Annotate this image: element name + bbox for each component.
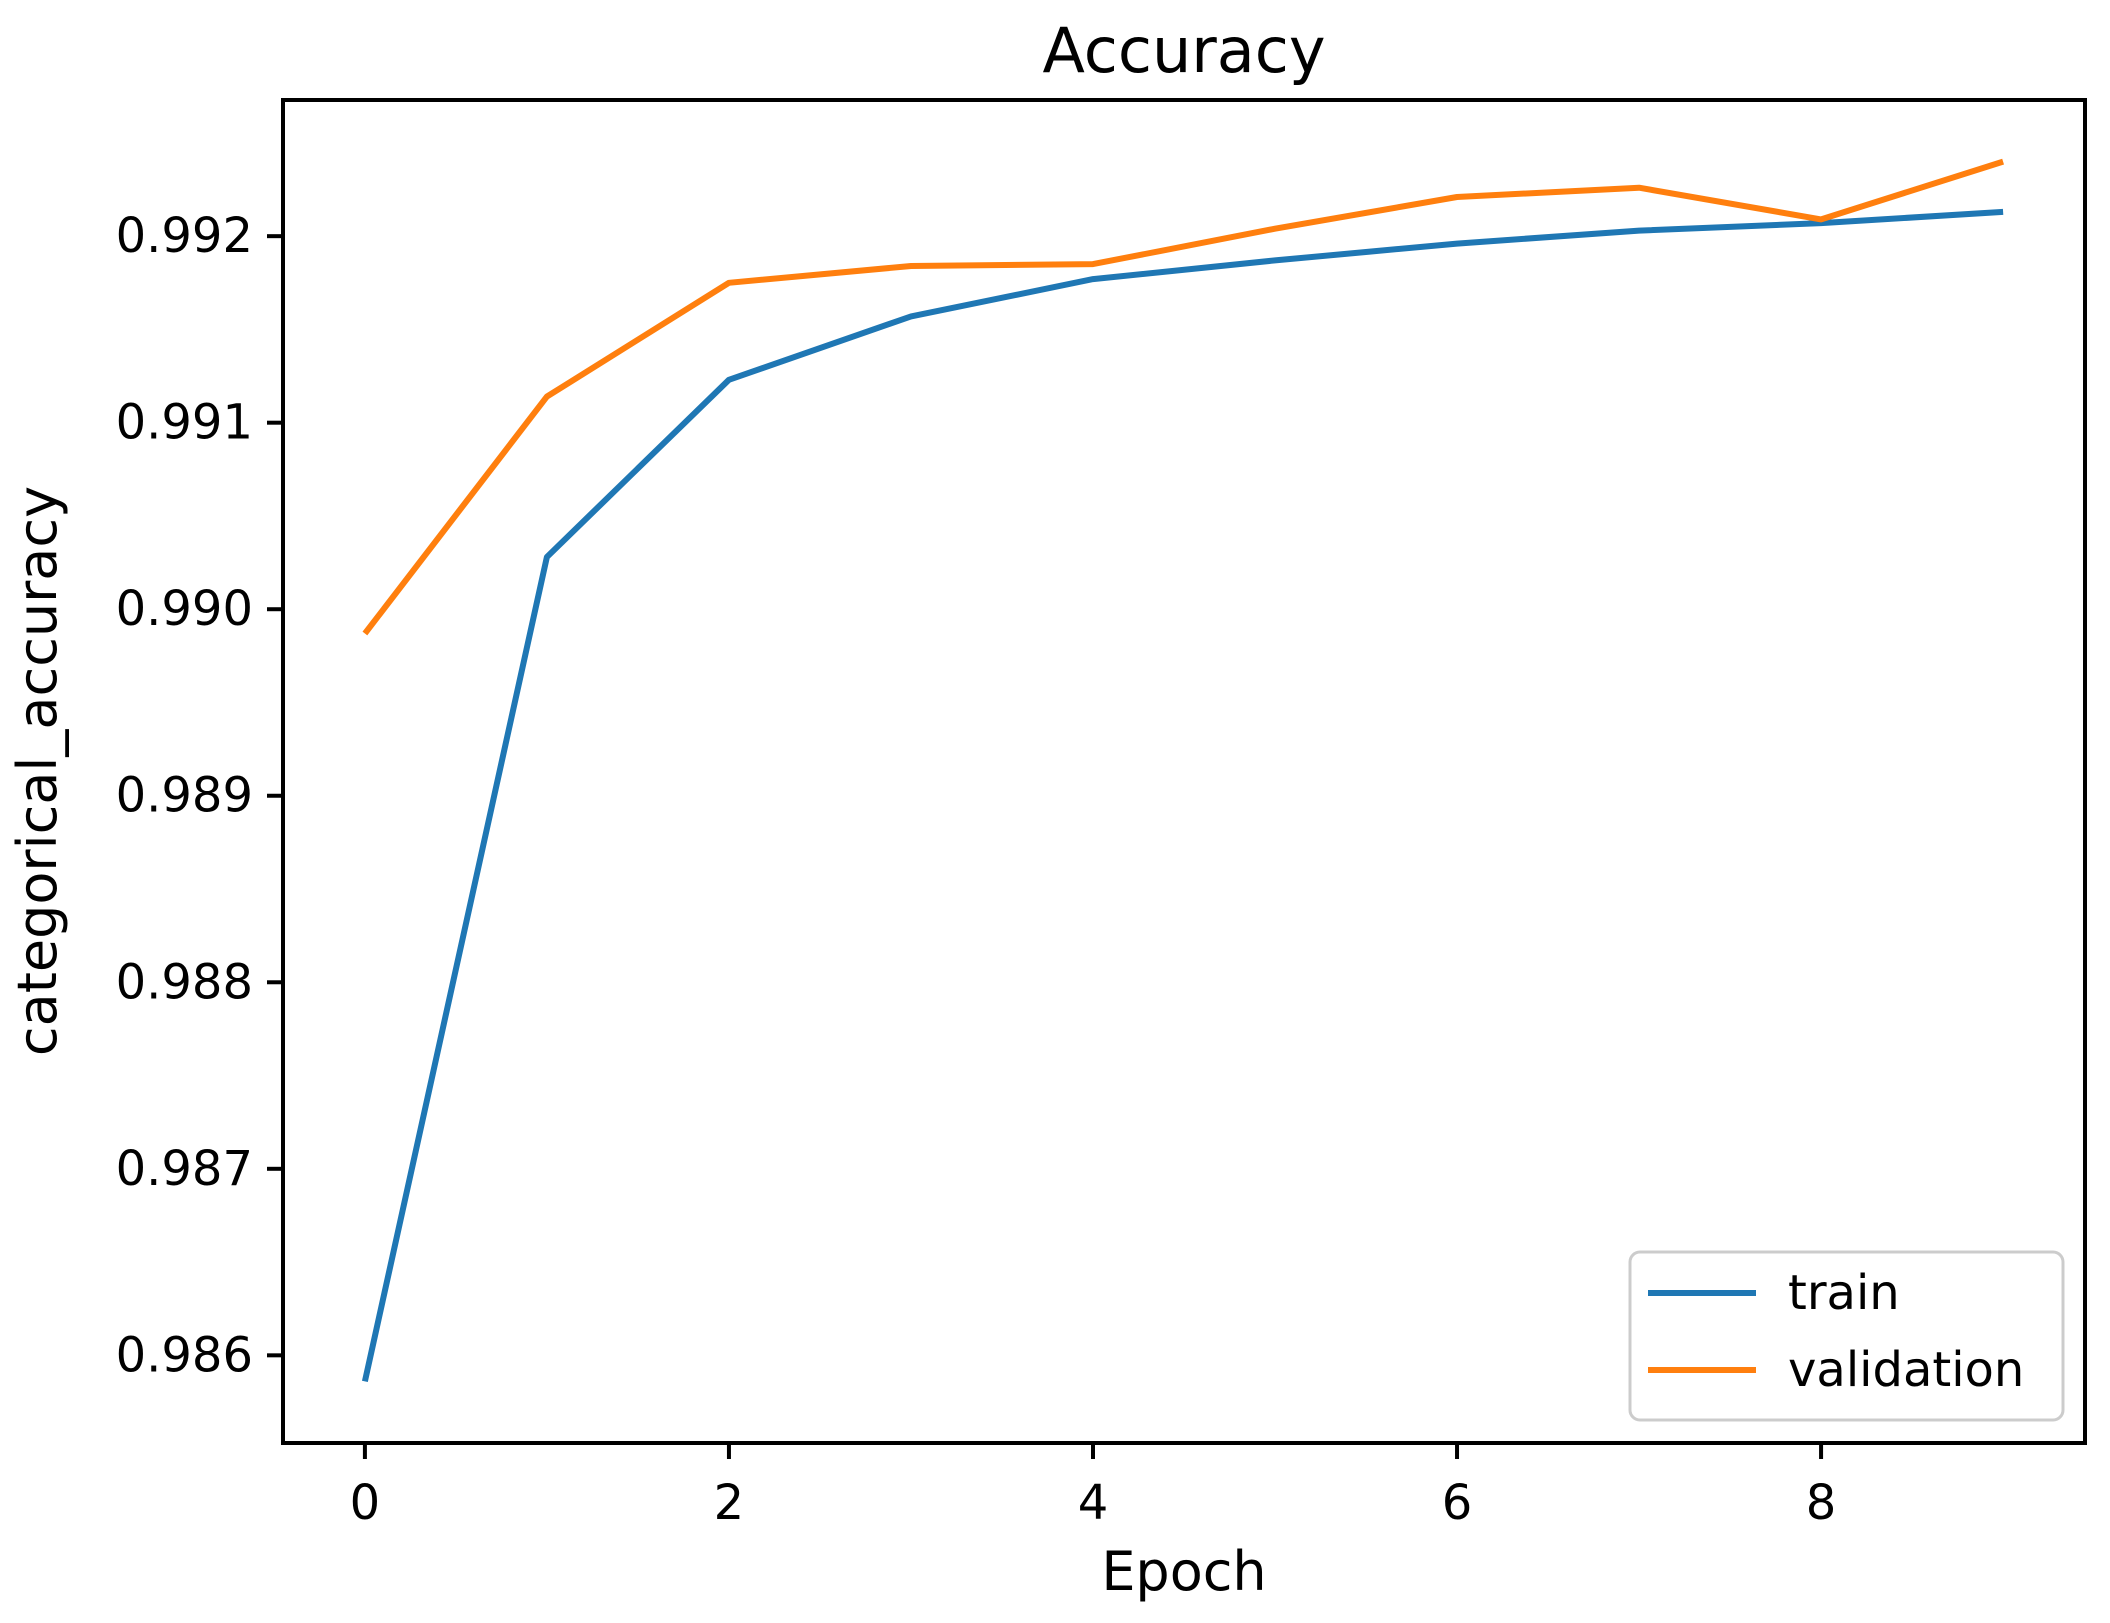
validation-line [362,158,2005,636]
y-axis: 0.986 0.987 0.988 0.989 0.990 0.991 0.992 [116,208,283,1383]
y-tick-label: 0.990 [116,581,253,637]
legend-label-train: train [1788,1265,1900,1321]
x-tick-label: 2 [714,1475,745,1531]
x-tick-label: 4 [1078,1475,1109,1531]
x-axis: 0 2 4 6 8 [350,1443,1837,1531]
x-axis-label: Epoch [1101,1540,1266,1603]
plot-area [281,98,2087,1445]
y-tick-label: 0.992 [116,208,253,264]
y-tick-label: 0.991 [116,395,253,451]
train-line [361,208,2004,1383]
chart-title: Accuracy [1042,14,1325,87]
y-tick-label: 0.988 [116,954,253,1010]
legend-label-validation: validation [1788,1342,2024,1398]
x-tick-label: 6 [1442,1475,1473,1531]
legend: train validation [1628,1250,2065,1422]
y-tick-label: 0.986 [116,1327,253,1383]
legend-entries: train validation [1648,1265,2024,1398]
x-tick-label: 0 [350,1475,381,1531]
x-tick-label: 8 [1806,1475,1837,1531]
series-lines [361,158,2005,1383]
y-tick-label: 0.987 [116,1141,253,1197]
y-tick-label: 0.989 [116,768,253,824]
y-axis-label: categorical_accuracy [6,486,69,1056]
